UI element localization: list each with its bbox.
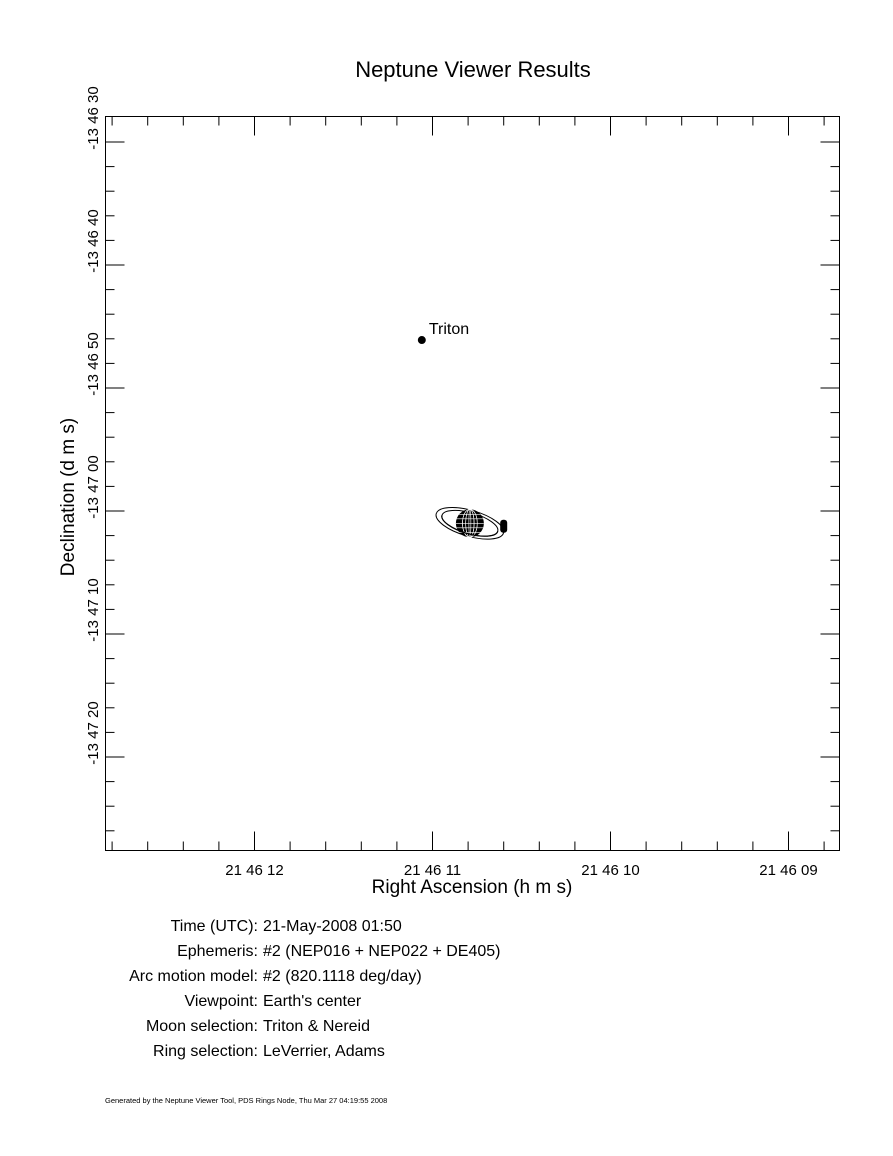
ring-front-arc xyxy=(441,515,499,537)
info-value: Triton & Nereid xyxy=(263,1018,370,1035)
generated-by-footer: Generated by the Neptune Viewer Tool, PD… xyxy=(105,1096,388,1105)
y-tick-labels: -13 46 30 -13 46 40 -13 46 50 -13 47 00 -13 … xyxy=(85,86,102,764)
info-row-time: Time (UTC): 21-May-2008 01:50 xyxy=(0,918,893,942)
y-tick-label: -13 47 10 xyxy=(85,578,102,641)
triton-point xyxy=(417,336,426,345)
chart-title: Neptune Viewer Results xyxy=(355,57,591,82)
chart-marks: Triton xyxy=(417,321,508,540)
neptune-viewer-chart: Neptune Viewer Results 21 46 12 21 46 11 2… xyxy=(58,57,840,898)
y-tick-label: -13 46 50 xyxy=(85,332,102,395)
y-tick-label: -13 47 00 xyxy=(85,455,102,518)
y-tick-label: -13 46 40 xyxy=(85,209,102,272)
info-row-viewpoint: Viewpoint: Earth's center xyxy=(0,993,893,1017)
info-value: #2 (820.1118 deg/day) xyxy=(263,968,422,985)
x-tick-label: 21 46 12 xyxy=(225,862,283,879)
info-label: Ephemeris: xyxy=(177,943,258,960)
info-label: Time (UTC): xyxy=(170,918,258,935)
plot-frame xyxy=(105,116,840,851)
x-tick-label: 21 46 09 xyxy=(759,862,817,879)
info-value: 21-May-2008 01:50 xyxy=(263,918,402,935)
info-row-ephemeris: Ephemeris: #2 (NEP016 + NEP022 + DE405) xyxy=(0,943,893,967)
y-tick-label: -13 47 20 xyxy=(85,701,102,764)
nereid-point xyxy=(500,519,508,533)
info-value: LeVerrier, Adams xyxy=(263,1043,385,1060)
info-row-moons: Moon selection: Triton & Nereid xyxy=(0,1018,893,1042)
info-row-rings: Ring selection: LeVerrier, Adams xyxy=(0,1043,893,1067)
y-tick-label: -13 46 30 xyxy=(85,86,102,149)
info-label: Ring selection: xyxy=(153,1043,258,1060)
info-value: Earth's center xyxy=(263,993,362,1010)
info-value: #2 (NEP016 + NEP022 + DE405) xyxy=(263,943,501,960)
info-row-arc-motion: Arc motion model: #2 (820.1118 deg/day) xyxy=(0,968,893,992)
info-label: Viewpoint: xyxy=(184,993,258,1010)
y-axis-title: Declination (d m s) xyxy=(58,418,79,576)
info-label: Arc motion model: xyxy=(129,968,258,985)
info-label: Moon selection: xyxy=(145,1018,258,1035)
triton-label: Triton xyxy=(429,321,469,338)
x-tick-label: 21 46 10 xyxy=(581,862,639,879)
axis-ticks xyxy=(105,116,840,851)
x-tick-label: 21 46 11 xyxy=(404,862,461,879)
x-axis-title: Right Ascension (h m s) xyxy=(372,877,573,898)
x-tick-labels: 21 46 12 21 46 11 21 46 10 21 46 09 xyxy=(225,862,817,879)
